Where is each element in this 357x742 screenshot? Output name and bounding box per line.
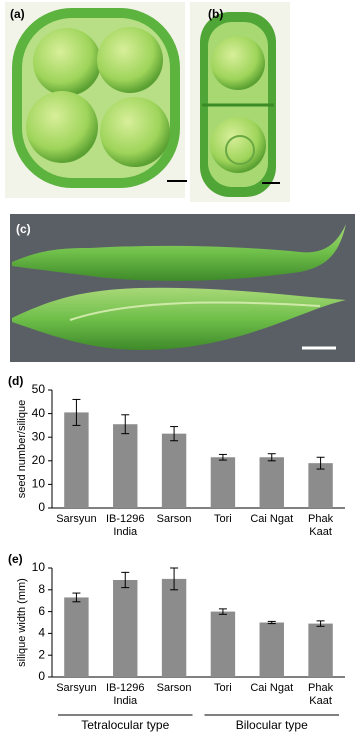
panel-label: (e): [8, 552, 23, 566]
bar: [259, 622, 284, 677]
x-tick-label: Phak Kaat: [308, 682, 334, 707]
bar: [259, 457, 284, 508]
error-bar: [170, 426, 179, 442]
y-tick-label: 10: [32, 477, 46, 491]
y-tick-label: 0: [38, 500, 45, 514]
group-label: Tetralocular type: [81, 718, 170, 732]
photo-c: [10, 214, 355, 362]
bar: [210, 457, 236, 508]
panel-label: (a): [10, 7, 25, 21]
y-tick-label: 8: [38, 582, 45, 596]
y-tick-label: 40: [32, 406, 46, 420]
photo-a: [5, 2, 187, 198]
bar: [64, 412, 89, 508]
error-bar: [218, 608, 227, 615]
x-tick-label: IB-1296 India: [105, 513, 145, 538]
x-tick-label: Tori: [214, 682, 232, 694]
x-tick-label: Phak Kaat: [308, 513, 334, 538]
y-tick-label: 20: [32, 453, 46, 467]
error-bar: [267, 620, 276, 625]
photo-b: [190, 2, 290, 202]
y-tick-label: 10: [32, 560, 46, 574]
error-bar: [218, 453, 227, 461]
bar: [210, 611, 236, 677]
error-bar: [316, 620, 325, 627]
x-tick-label: Tori: [214, 513, 232, 525]
error-bar: [72, 592, 81, 603]
x-tick-label: Sarson: [156, 682, 192, 694]
error-bar: [267, 453, 276, 462]
y-tick-label: 4: [38, 626, 45, 640]
x-tick-label: IB-1296 India: [105, 682, 145, 707]
x-tick-label: Sarson: [156, 513, 192, 525]
y-axis-label: seed number/silique: [16, 400, 28, 498]
error-bar: [121, 414, 130, 435]
y-tick-label: 2: [38, 647, 45, 661]
y-tick-label: 30: [32, 429, 46, 443]
error-bar: [316, 456, 325, 470]
y-tick-label: 0: [38, 669, 45, 683]
y-axis-label: silique width (mm): [16, 578, 28, 667]
panel-label: (b): [208, 7, 223, 21]
x-tick-label: Cai Ngat: [250, 682, 294, 694]
x-tick-label: Sarsyun: [56, 513, 97, 525]
panel-label: (d): [8, 374, 23, 388]
error-bar: [170, 567, 179, 591]
bar: [113, 424, 138, 508]
y-tick-label: 6: [38, 604, 45, 618]
x-tick-label: Cai Ngat: [250, 513, 294, 525]
bar: [308, 463, 333, 508]
error-bar: [121, 571, 130, 589]
bar: [113, 579, 138, 677]
bar: [64, 597, 89, 677]
x-tick-label: Sarsyun: [56, 682, 97, 694]
error-bar: [72, 398, 81, 426]
y-tick-label: 50: [32, 382, 46, 396]
bar: [161, 433, 187, 508]
group-label: Bilocular type: [235, 718, 308, 732]
bar: [161, 578, 187, 677]
bar: [308, 623, 333, 677]
panel-label: (c): [16, 222, 31, 236]
